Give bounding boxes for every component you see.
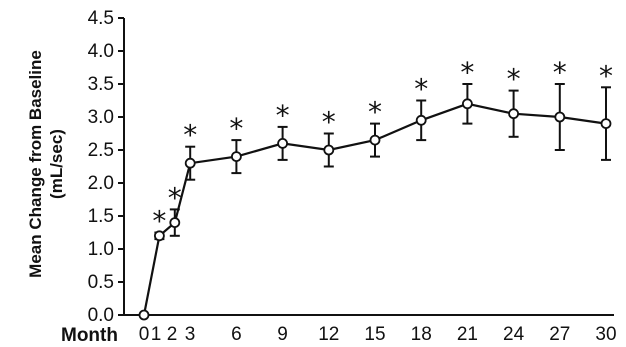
data-point <box>169 217 181 229</box>
axes <box>123 18 614 316</box>
x-tick-label: 9 <box>277 324 288 345</box>
data-point <box>415 114 427 126</box>
x-tick-label: 0 <box>139 324 150 345</box>
significance-star: * <box>599 59 613 92</box>
significance-star: * <box>460 56 474 89</box>
data-point <box>600 118 612 129</box>
y-axis-label: Mean Change from Baseline (mL/sec) <box>26 50 66 278</box>
significance-star: * <box>322 106 336 139</box>
x-tick-label: 27 <box>549 324 570 345</box>
y-tick-label: 4.0 <box>88 41 114 62</box>
y-tick-label: 0.0 <box>88 305 114 326</box>
data-point <box>323 144 335 156</box>
significance-markers: *** * * * ** * * * * <box>152 56 613 238</box>
data-point <box>184 157 196 169</box>
y-tick-label: 2.0 <box>88 173 114 194</box>
x-tick-label: 18 <box>411 324 432 345</box>
significance-star: * <box>168 181 182 214</box>
y-tick-label: 1.5 <box>88 206 114 227</box>
significance-star: * <box>507 63 521 96</box>
x-tick-label: 2 <box>167 324 178 345</box>
y-tick-label: 4.5 <box>88 8 114 29</box>
x-tick-label: 21 <box>457 324 478 345</box>
y-tick-label: 0.5 <box>88 272 114 293</box>
data-point <box>369 134 381 146</box>
y-axis-ticks: 0.0 0.5 1.0 1.5 2.0 2.5 3.0 3.5 4.0 4.5 <box>88 8 124 326</box>
data-point <box>554 111 566 123</box>
x-tick-label: 24 <box>503 324 525 345</box>
significance-star: * <box>553 56 567 89</box>
significance-star: * <box>368 96 382 129</box>
x-tick-label: 1 <box>151 324 162 345</box>
data-point <box>153 230 165 242</box>
data-point <box>230 151 242 163</box>
data-point <box>461 98 473 110</box>
x-tick-label: 6 <box>231 324 242 345</box>
y-tick-label: 2.5 <box>88 140 114 161</box>
y-axis-label-line2: (mL/sec) <box>47 129 66 199</box>
data-points <box>138 98 612 321</box>
significance-star: * <box>229 112 243 145</box>
significance-star: * <box>414 73 428 106</box>
x-axis-label: Month <box>61 325 118 346</box>
significance-star: * <box>183 119 197 152</box>
y-tick-label: 3.0 <box>88 107 114 128</box>
y-axis-label-line1: Mean Change from Baseline <box>26 50 45 278</box>
error-bars <box>154 83 611 241</box>
x-tick-label: 12 <box>318 324 339 345</box>
data-point <box>508 108 519 120</box>
data-point <box>277 137 289 149</box>
x-tick-label: 3 <box>185 324 196 345</box>
x-tick-label: 15 <box>364 324 385 345</box>
y-tick-label: 1.0 <box>88 239 114 260</box>
data-point <box>138 309 150 321</box>
significance-star: * <box>276 99 290 132</box>
x-axis-ticks: 0 1 2 3 6 9 12 15 18 21 24 27 30 <box>139 324 617 345</box>
significance-star: * <box>152 205 166 238</box>
x-tick-label: 30 <box>595 324 616 345</box>
y-tick-label: 3.5 <box>88 74 114 95</box>
